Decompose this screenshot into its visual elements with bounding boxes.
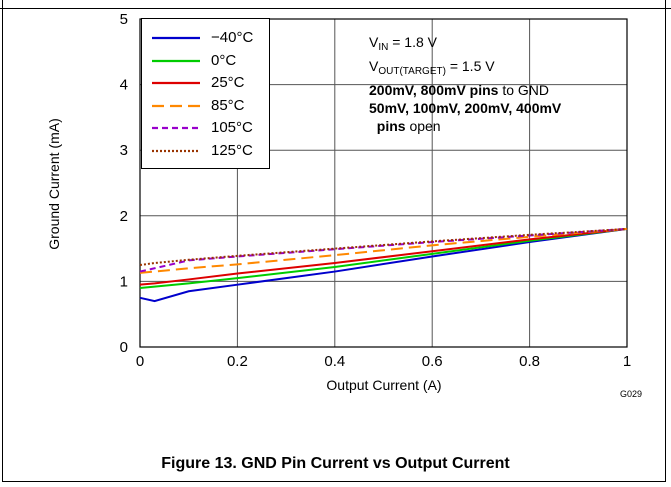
legend-item: 125°C xyxy=(142,140,269,161)
x-tick-label: 1 xyxy=(623,353,631,370)
y-tick-label: 3 xyxy=(120,142,128,159)
legend-label: 0°C xyxy=(211,51,237,69)
y-axis-label: Ground Current (mA) xyxy=(46,118,62,250)
legend-swatch xyxy=(152,36,200,40)
x-axis-label: Output Current (A) xyxy=(326,377,442,393)
legend-swatch xyxy=(152,104,200,107)
figure-caption: Figure 13. GND Pin Current vs Output Cur… xyxy=(161,455,510,472)
note-vout: VOUT(TARGET) = 1.5 V xyxy=(369,58,495,77)
x-tick-label: 0 xyxy=(136,353,144,370)
legend-swatch xyxy=(152,126,200,130)
legend-item: 25°C xyxy=(142,72,269,93)
legend-item: 105°C xyxy=(142,117,269,138)
legend-swatch xyxy=(152,149,200,152)
note-pins-open-1: 50mV, 100mV, 200mV, 400mV xyxy=(369,100,562,116)
legend-swatch xyxy=(152,59,200,62)
chart-series xyxy=(139,227,628,303)
top-rule xyxy=(0,0,671,9)
series-line-2 xyxy=(139,227,628,286)
chart-legend: −40°C 0°C 25°C 85°C 105°C 125°C xyxy=(141,18,270,169)
plot-area xyxy=(139,18,628,348)
series-line-0 xyxy=(139,227,628,303)
legend-label: 105°C xyxy=(211,119,253,136)
chart-annotation: VIN = 1.8 V VOUT(TARGET) = 1.5 V 200mV, … xyxy=(369,33,561,135)
legend-label: −40°C xyxy=(211,29,254,46)
y-tick-label: 1 xyxy=(120,273,128,290)
y-tick-label: 0 xyxy=(120,339,128,356)
series-line-4 xyxy=(139,227,628,273)
series-line-5 xyxy=(139,227,628,266)
x-tick-label: 0.2 xyxy=(227,353,248,370)
legend-item: −40°C xyxy=(142,27,269,48)
y-tick-label: 5 xyxy=(120,11,128,28)
legend-item: 85°C xyxy=(142,95,269,116)
legend-swatch xyxy=(152,81,200,85)
chart-axes xyxy=(139,18,628,348)
series-line-1 xyxy=(139,227,628,289)
x-tick-label: 0.8 xyxy=(519,353,540,370)
legend-label: 85°C xyxy=(211,96,245,114)
note-pins-open-2: pins open xyxy=(376,118,441,134)
figure-frame xyxy=(2,0,666,482)
legend-item: 0°C xyxy=(142,50,269,71)
figure-code: G029 xyxy=(620,389,643,399)
x-tick-label: 0.4 xyxy=(324,353,345,370)
y-tick-label: 4 xyxy=(120,77,128,94)
note-vin: VIN = 1.8 V xyxy=(369,34,437,53)
x-tick-label: 0.6 xyxy=(422,353,443,370)
series-line-3 xyxy=(139,227,628,274)
legend-label: 125°C xyxy=(211,141,253,159)
legend-label: 25°C xyxy=(211,74,245,91)
note-pins-gnd: 200mV, 800mV pins to GND xyxy=(369,82,550,98)
y-tick-label: 2 xyxy=(120,208,128,225)
chart-ticks: 0 0.2 0.4 0.6 0.8 1 0 1 2 3 4 5 xyxy=(120,11,632,370)
